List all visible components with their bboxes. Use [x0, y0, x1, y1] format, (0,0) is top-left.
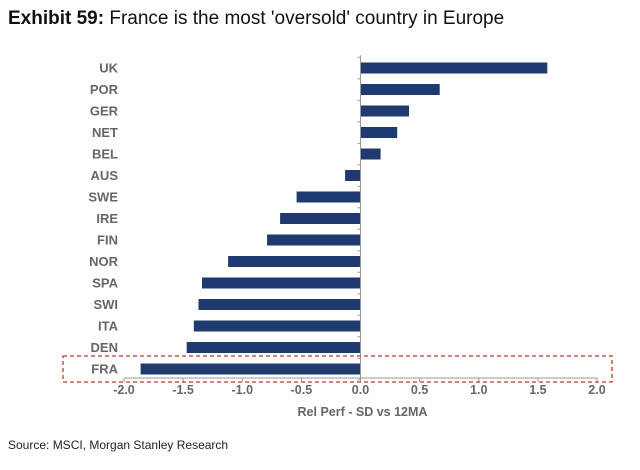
category-label-spa: SPA [92, 276, 118, 291]
x-tick-label: -2.0 [113, 383, 135, 397]
x-tick-label: 1.5 [529, 383, 546, 397]
source-note: Source: MSCI, Morgan Stanley Research [8, 438, 229, 452]
bar-chart: UK POR GER NET BEL AUS SWE IRE FIN NOR SPA SWI ITA DE… [62, 55, 613, 419]
category-label-bel: BEL [92, 147, 118, 162]
bar-spa [202, 277, 361, 289]
x-tick-label: -1.0 [232, 383, 254, 397]
category-label-aus: AUS [91, 168, 119, 183]
bar-ger [360, 105, 409, 117]
category-label-den: DEN [91, 340, 118, 355]
bar-ire [280, 213, 361, 224]
category-label-fra: FRA [91, 362, 118, 377]
x-axis-title: Rel Perf - SD vs 12MA [298, 405, 428, 419]
bar-net [360, 127, 398, 138]
x-tick-label: 0.0 [352, 383, 369, 397]
category-label-fin: FIN [97, 233, 118, 248]
exhibit-label: Exhibit 59: [8, 8, 105, 29]
bar-ita [193, 320, 361, 332]
bar-uk [360, 62, 548, 74]
category-label-nor: NOR [89, 254, 119, 269]
category-label-swi: SWI [93, 297, 118, 312]
x-tick-label: -0.5 [291, 383, 313, 397]
category-label-net: NET [92, 125, 118, 140]
category-label-ger: GER [90, 104, 119, 119]
x-tick-label: 1.0 [470, 383, 487, 397]
bar-fra [140, 363, 361, 375]
title-text: France is the most 'oversold' country in… [109, 8, 505, 29]
bar-den [186, 342, 361, 353]
x-tick-label: -1.5 [172, 383, 194, 397]
bar-aus [345, 170, 361, 181]
x-tick-label: 0.5 [411, 383, 428, 397]
highlight-box-fra [62, 355, 613, 383]
category-label-ire: IRE [96, 211, 118, 226]
chart-title: Exhibit 59: France is the most 'oversold… [8, 8, 504, 30]
category-label-swe: SWE [88, 190, 118, 205]
bar-fin [267, 234, 361, 246]
x-tick-label: 2.0 [588, 383, 605, 397]
bar-por [360, 84, 440, 95]
bar-swe [296, 191, 361, 203]
category-label-ita: ITA [98, 319, 119, 334]
bar-bel [360, 148, 381, 160]
bar-swi [198, 299, 361, 310]
category-label-uk: UK [99, 61, 118, 76]
category-label-por: POR [90, 82, 119, 97]
bar-nor [228, 256, 361, 267]
